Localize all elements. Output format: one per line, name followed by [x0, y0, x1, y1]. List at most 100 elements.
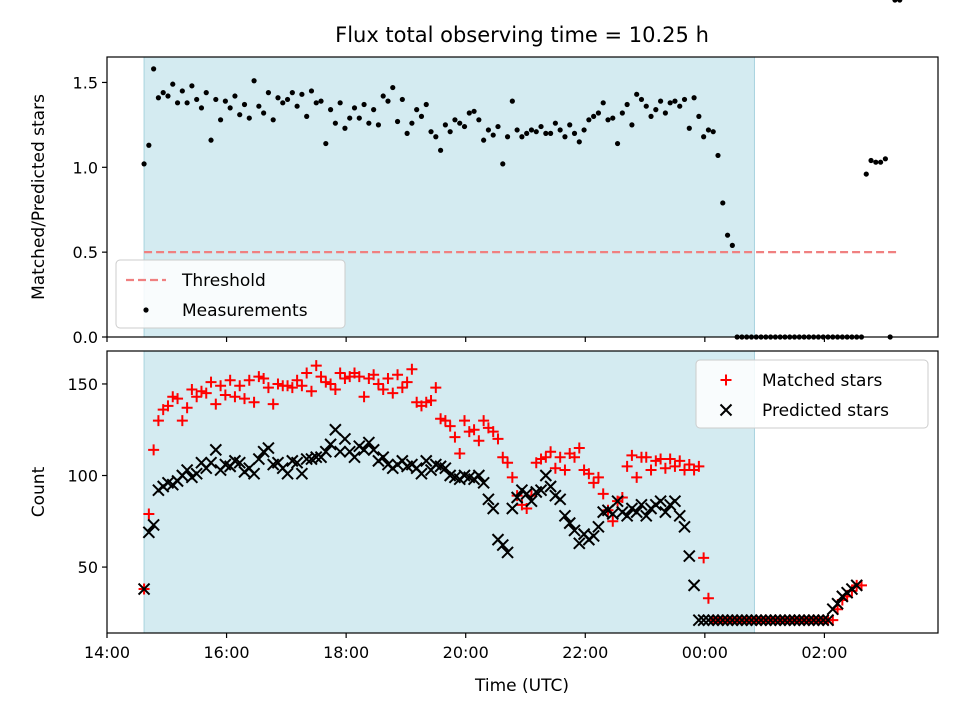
data-point — [425, 394, 437, 406]
data-point — [626, 449, 638, 461]
data-point — [716, 613, 729, 627]
data-point — [468, 424, 480, 436]
data-point — [234, 380, 246, 392]
data-point — [210, 398, 222, 410]
data-point — [290, 456, 304, 469]
data-point — [648, 113, 654, 119]
data-point — [262, 441, 275, 455]
data-point — [233, 456, 246, 469]
legend-box — [695, 359, 929, 429]
data-point — [387, 387, 399, 399]
data-point — [194, 96, 200, 103]
data-point — [591, 113, 597, 119]
data-point — [213, 96, 219, 103]
y-tick-label: 0.0 — [73, 328, 98, 347]
data-point — [375, 122, 382, 128]
data-point — [621, 460, 633, 472]
data-point — [873, 159, 879, 165]
data-point — [418, 113, 425, 119]
data-point — [478, 415, 490, 427]
data-point — [155, 95, 162, 101]
data-point — [444, 420, 456, 432]
y-tick-label: 1.5 — [73, 73, 98, 92]
data-point — [607, 515, 619, 527]
data-point — [372, 378, 384, 390]
data-point — [506, 471, 518, 483]
data-point — [681, 96, 688, 103]
data-point — [504, 134, 511, 140]
data-point — [597, 488, 609, 500]
y-tick-label: 50 — [78, 558, 98, 577]
data-point — [367, 443, 380, 457]
data-point — [610, 115, 616, 121]
data-point — [552, 120, 558, 126]
data-point — [327, 107, 334, 113]
data-point — [366, 120, 372, 126]
data-point — [878, 159, 884, 165]
data-point — [726, 613, 739, 627]
data-point — [308, 88, 315, 94]
data-point — [740, 613, 753, 627]
data-point — [588, 477, 600, 489]
data-point — [691, 95, 697, 101]
data-point — [329, 423, 342, 436]
data-point — [563, 516, 576, 530]
data-point — [634, 91, 640, 97]
data-point — [409, 120, 415, 126]
data-point — [248, 396, 260, 408]
data-point — [605, 117, 611, 123]
data-point — [396, 382, 408, 394]
legend: Threshold Measurements — [115, 259, 346, 329]
data-point — [380, 93, 386, 99]
data-point — [473, 435, 485, 447]
data-point — [190, 467, 203, 480]
data-point — [683, 459, 695, 471]
y-tick-label: 150 — [67, 375, 98, 394]
data-point — [882, 156, 888, 162]
data-point — [282, 380, 294, 392]
data-point — [897, 0, 903, 3]
data-point — [376, 451, 390, 464]
data-point — [420, 396, 432, 408]
data-point — [783, 613, 796, 627]
data-point — [205, 376, 217, 388]
data-point — [669, 460, 681, 472]
data-point — [559, 464, 571, 476]
data-point — [305, 385, 317, 397]
data-point — [148, 444, 160, 456]
x-axis-label: Time (UTC) — [474, 676, 569, 696]
data-point — [204, 456, 218, 469]
data-point — [174, 100, 181, 106]
data-point — [720, 200, 726, 206]
data-point — [707, 613, 720, 627]
data-point — [778, 613, 792, 627]
legend-label: Measurements — [182, 301, 308, 321]
data-point — [353, 371, 365, 383]
data-point — [501, 546, 514, 559]
data-point — [496, 538, 509, 552]
legend-entry: Measurements — [143, 301, 308, 321]
data-point — [323, 140, 329, 147]
data-point — [595, 110, 602, 116]
data-point — [672, 98, 678, 104]
data-point — [724, 232, 731, 238]
data-point — [430, 382, 442, 394]
data-point — [662, 110, 668, 116]
data-point — [423, 101, 429, 108]
data-point — [540, 451, 552, 463]
data-point — [850, 579, 863, 592]
data-point — [348, 451, 361, 464]
data-point — [256, 103, 262, 109]
data-point — [167, 391, 179, 403]
data-point — [655, 453, 667, 465]
data-point — [569, 451, 581, 463]
data-point — [543, 130, 549, 136]
data-point — [788, 613, 801, 627]
panel-count: 50 100 150 14:00 16:00 18:00 20:00 22:00 00:00 02… — [29, 351, 939, 662]
data-point — [581, 127, 587, 133]
data-point — [759, 613, 773, 627]
data-point — [433, 134, 439, 140]
data-point — [535, 453, 547, 465]
data-point — [180, 463, 194, 477]
data-point — [481, 137, 487, 143]
